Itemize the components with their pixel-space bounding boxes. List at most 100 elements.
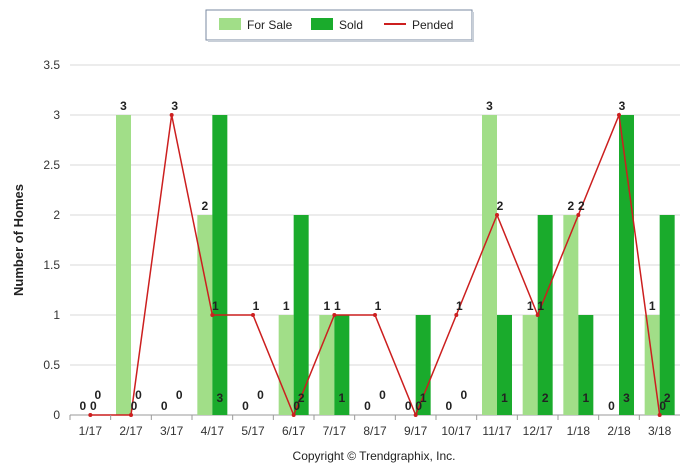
legend-shadow bbox=[472, 12, 474, 42]
y-tick-label: 0 bbox=[53, 408, 60, 422]
data-label-sold: 3 bbox=[623, 391, 630, 405]
bar-sold bbox=[578, 315, 594, 415]
bar-sold bbox=[334, 315, 350, 415]
chart-bars bbox=[116, 115, 675, 415]
data-label-pended: 2 bbox=[578, 199, 585, 213]
data-label-pended: 0 bbox=[415, 399, 422, 413]
data-label-for-sale: 0 bbox=[364, 399, 371, 413]
data-label-for-sale: 1 bbox=[649, 299, 656, 313]
x-tick-label: 2/18 bbox=[607, 424, 631, 438]
pended-point bbox=[169, 113, 174, 117]
x-tick-label: 12/17 bbox=[523, 424, 553, 438]
y-tick-label: 0.5 bbox=[43, 358, 60, 372]
bar-sold bbox=[293, 215, 309, 415]
pended-point bbox=[251, 313, 255, 317]
x-tick-label: 9/17 bbox=[404, 424, 428, 438]
data-label-for-sale: 3 bbox=[486, 99, 493, 113]
bar-for-sale bbox=[278, 315, 294, 415]
data-label-for-sale: 0 bbox=[242, 399, 249, 413]
legend-label-for-sale: For Sale bbox=[247, 18, 293, 32]
pended-point bbox=[413, 413, 418, 417]
pended-point bbox=[495, 213, 499, 217]
y-tick-label: 1 bbox=[53, 308, 60, 322]
x-tick-label: 11/17 bbox=[482, 424, 511, 438]
bar-sold bbox=[415, 315, 431, 415]
data-label-sold: 1 bbox=[338, 391, 345, 405]
data-label-sold: 0 bbox=[94, 388, 101, 402]
y-axis-label: Number of Homes bbox=[11, 184, 26, 296]
data-label-pended: 1 bbox=[334, 299, 341, 313]
data-label-for-sale: 1 bbox=[283, 299, 290, 313]
legend-swatch-sold bbox=[311, 18, 333, 30]
bar-for-sale bbox=[197, 215, 213, 415]
data-label-sold: 2 bbox=[542, 391, 549, 405]
x-axis-ticks: 1/17 2/17 3/17 4/17 5/17 6/17 7/17 8/17 9/17 10/1… bbox=[69, 415, 672, 438]
bar-sold bbox=[497, 315, 512, 415]
pended-point bbox=[657, 413, 662, 417]
bar-sold bbox=[212, 115, 228, 415]
x-tick-label: 1/18 bbox=[567, 424, 591, 438]
data-label-pended: 0 bbox=[131, 399, 138, 413]
data-label-sold: 0 bbox=[379, 388, 386, 402]
pended-point bbox=[535, 313, 540, 317]
x-tick-label: 8/17 bbox=[363, 424, 387, 438]
x-tick-label: 3/17 bbox=[160, 424, 184, 438]
y-tick-label: 3.5 bbox=[43, 58, 60, 72]
data-label-pended: 3 bbox=[619, 99, 626, 113]
data-label-for-sale: 0 bbox=[608, 399, 615, 413]
bar-for-sale bbox=[319, 315, 335, 415]
pended-point bbox=[617, 113, 621, 117]
data-label-pended: 1 bbox=[212, 299, 219, 313]
x-tick-label: 7/17 bbox=[323, 424, 347, 438]
data-label-sold: 1 bbox=[501, 391, 508, 405]
data-label-for-sale: 3 bbox=[120, 99, 127, 113]
y-tick-label: 2 bbox=[53, 208, 60, 222]
data-label-pended: 1 bbox=[537, 299, 544, 313]
x-tick-label: 2/17 bbox=[119, 424, 143, 438]
copyright-text: Copyright © Trendgraphix, Inc. bbox=[293, 449, 456, 463]
data-label-for-sale: 2 bbox=[201, 199, 208, 213]
data-label-for-sale: 0 bbox=[445, 399, 452, 413]
data-label-for-sale: 1 bbox=[323, 299, 330, 313]
y-axis-ticks: 0 0.5 1 1.5 2 2.5 3 3.5 bbox=[43, 58, 60, 422]
bar-for-sale bbox=[563, 215, 579, 415]
data-label-sold: 0 bbox=[135, 388, 142, 402]
legend-swatch-for-sale bbox=[219, 18, 241, 30]
bar-for-sale bbox=[116, 115, 131, 415]
data-label-sold: 2 bbox=[298, 391, 305, 405]
pended-point bbox=[129, 413, 133, 417]
data-label-for-sale: 1 bbox=[527, 299, 534, 313]
y-tick-label: 3 bbox=[53, 108, 60, 122]
pended-point bbox=[454, 313, 459, 317]
data-label-for-sale: 0 bbox=[405, 399, 412, 413]
bar-for-sale bbox=[522, 315, 538, 415]
data-label-pended: 0 bbox=[90, 399, 97, 413]
data-label-for-sale: 0 bbox=[161, 399, 168, 413]
data-label-for-sale: 0 bbox=[79, 399, 86, 413]
data-label-sold: 2 bbox=[664, 391, 671, 405]
x-tick-label: 3/18 bbox=[648, 424, 672, 438]
data-label-sold: 1 bbox=[582, 391, 589, 405]
data-label-pended: 2 bbox=[497, 199, 504, 213]
data-label-sold: 1 bbox=[420, 391, 427, 405]
data-label-pended: 0 bbox=[293, 399, 300, 413]
pended-point bbox=[210, 313, 215, 317]
pended-point bbox=[88, 413, 93, 417]
pended-point bbox=[576, 213, 581, 217]
bar-sold bbox=[619, 115, 634, 415]
data-label-sold: 0 bbox=[176, 388, 183, 402]
data-label-sold: 0 bbox=[257, 388, 264, 402]
data-label-pended: 1 bbox=[456, 299, 463, 313]
legend-label-sold: Sold bbox=[339, 18, 363, 32]
data-label-pended: 1 bbox=[375, 299, 382, 313]
legend-shadow-bottom bbox=[208, 40, 474, 42]
x-tick-label: 5/17 bbox=[241, 424, 265, 438]
data-label-pended: 1 bbox=[253, 299, 260, 313]
data-label-pended: 0 bbox=[659, 399, 666, 413]
data-label-for-sale: 2 bbox=[567, 199, 574, 213]
data-label-sold: 3 bbox=[216, 391, 223, 405]
y-tick-label: 1.5 bbox=[43, 258, 60, 272]
x-tick-label: 4/17 bbox=[201, 424, 225, 438]
